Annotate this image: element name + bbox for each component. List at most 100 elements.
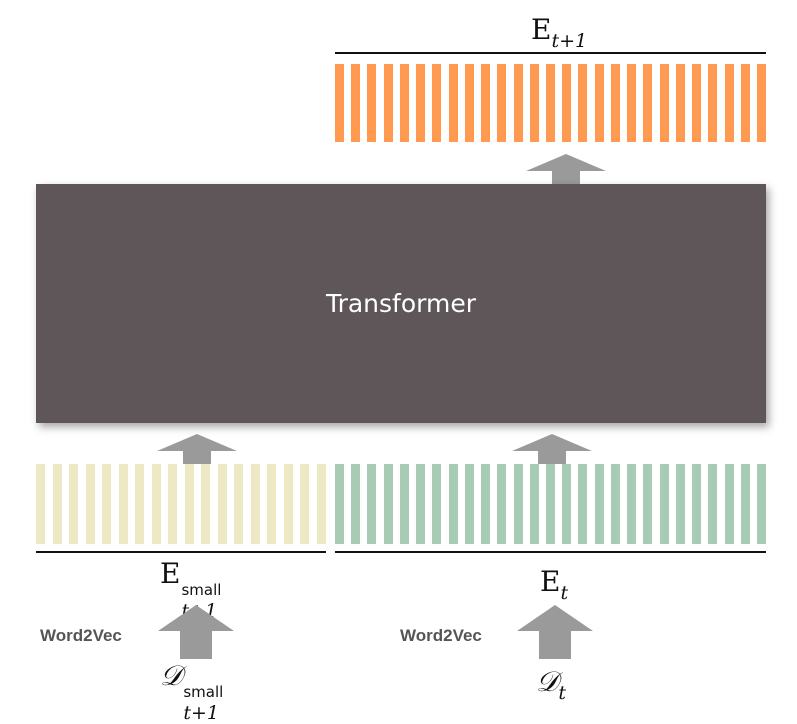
- arrow-up-icon: [157, 434, 237, 464]
- embedding-stripe: [135, 464, 145, 544]
- embedding-stripe: [432, 464, 442, 544]
- embedding-stripe: [234, 464, 244, 544]
- small-symbol: E: [160, 557, 181, 590]
- embedding-stripe: [118, 464, 128, 544]
- current-subscript: t: [560, 582, 569, 604]
- embedding-stripe: [335, 64, 344, 142]
- embedding-stripe: [659, 464, 669, 544]
- embedding-stripe: [724, 64, 734, 142]
- embedding-stripe: [416, 464, 426, 544]
- embedding-stripe: [740, 64, 750, 142]
- embedding-stripe: [675, 464, 685, 544]
- embedding-stripe: [201, 464, 211, 544]
- embedding-stripe: [627, 464, 637, 544]
- embedding-stripe: [168, 464, 178, 544]
- small-dataset-symbol: 𝒟: [160, 659, 183, 692]
- embedding-stripe: [335, 464, 344, 544]
- embedding-stripe: [481, 464, 491, 544]
- embedding-stripe: [52, 464, 62, 544]
- embedding-stripe: [643, 64, 653, 142]
- output-embedding-stripes: [335, 64, 766, 142]
- embedding-stripe: [497, 464, 507, 544]
- embedding-stripe: [627, 64, 637, 142]
- embedding-stripe: [659, 64, 669, 142]
- embedding-stripe: [578, 64, 588, 142]
- embedding-stripe: [283, 464, 293, 544]
- embedding-stripe: [351, 64, 361, 142]
- small-embedding-stripes: [36, 464, 326, 544]
- embedding-stripe: [36, 464, 45, 544]
- current-dataset-subscript: t: [558, 682, 566, 704]
- embedding-stripe: [594, 64, 604, 142]
- arrow-up-icon: [526, 154, 606, 184]
- arrow-up-icon: [517, 605, 593, 659]
- embedding-stripe: [692, 64, 702, 142]
- embedding-stripe: [675, 64, 685, 142]
- embedding-stripe: [399, 64, 409, 142]
- output-subscript: t+1: [551, 30, 588, 52]
- embedding-stripe: [529, 464, 539, 544]
- small-superscript: small: [181, 581, 222, 599]
- output-symbol: E: [531, 13, 552, 46]
- embedding-stripe: [529, 64, 539, 142]
- embedding-stripe: [610, 64, 620, 142]
- embedding-stripe: [416, 64, 426, 142]
- embedding-stripe: [383, 64, 393, 142]
- embedding-stripe: [708, 464, 718, 544]
- embedding-stripe: [757, 64, 766, 142]
- embedding-stripe: [610, 464, 620, 544]
- embedding-stripe: [383, 464, 393, 544]
- small-embedding-rule: [36, 551, 326, 553]
- embedding-stripe: [317, 464, 326, 544]
- embedding-stripe: [367, 64, 377, 142]
- current-symbol: E: [540, 565, 561, 598]
- small-dataset-subscript: t+1: [183, 702, 220, 724]
- arrow-up-icon: [158, 605, 234, 659]
- transformer-label: Transformer: [325, 289, 476, 318]
- embedding-stripe: [267, 464, 277, 544]
- embedding-stripe: [708, 64, 718, 142]
- embedding-stripe: [692, 464, 702, 544]
- embedding-stripe: [85, 464, 95, 544]
- transformer-block: Transformer: [36, 184, 766, 423]
- embedding-stripe: [448, 64, 458, 142]
- current-dataset-label: 𝒟t: [536, 668, 566, 703]
- embedding-stripe: [513, 64, 523, 142]
- word2vec-label-right: Word2Vec: [400, 626, 482, 645]
- embedding-stripe: [448, 464, 458, 544]
- embedding-stripe: [367, 464, 377, 544]
- arrow-up-icon: [512, 434, 592, 464]
- embedding-stripe: [464, 64, 474, 142]
- embedding-stripe: [562, 64, 572, 142]
- embedding-stripe: [432, 64, 442, 142]
- word2vec-label-left: Word2Vec: [40, 626, 122, 645]
- embedding-stripe: [399, 464, 409, 544]
- embedding-stripe: [562, 464, 572, 544]
- output-embedding-label: Et+1: [531, 16, 587, 51]
- embedding-stripe: [497, 64, 507, 142]
- current-embedding-stripes: [335, 464, 766, 544]
- embedding-stripe: [217, 464, 227, 544]
- embedding-stripe: [151, 464, 161, 544]
- embedding-stripe: [464, 464, 474, 544]
- embedding-stripe: [250, 464, 260, 544]
- embedding-stripe: [102, 464, 112, 544]
- embedding-stripe: [184, 464, 194, 544]
- embedding-stripe: [594, 464, 604, 544]
- embedding-stripe: [351, 464, 361, 544]
- embedding-stripe: [578, 464, 588, 544]
- embedding-stripe: [481, 64, 491, 142]
- output-rule: [335, 52, 766, 54]
- current-embedding-rule: [335, 551, 766, 553]
- embedding-stripe: [300, 464, 310, 544]
- embedding-stripe: [724, 464, 734, 544]
- current-dataset-symbol: 𝒟: [536, 665, 559, 698]
- embedding-stripe: [757, 464, 766, 544]
- embedding-stripe: [546, 64, 555, 142]
- embedding-stripe: [69, 464, 79, 544]
- current-embedding-label: Et: [540, 568, 568, 603]
- embedding-stripe: [546, 464, 555, 544]
- embedding-stripe: [740, 464, 750, 544]
- small-dataset-superscript: small: [183, 683, 224, 701]
